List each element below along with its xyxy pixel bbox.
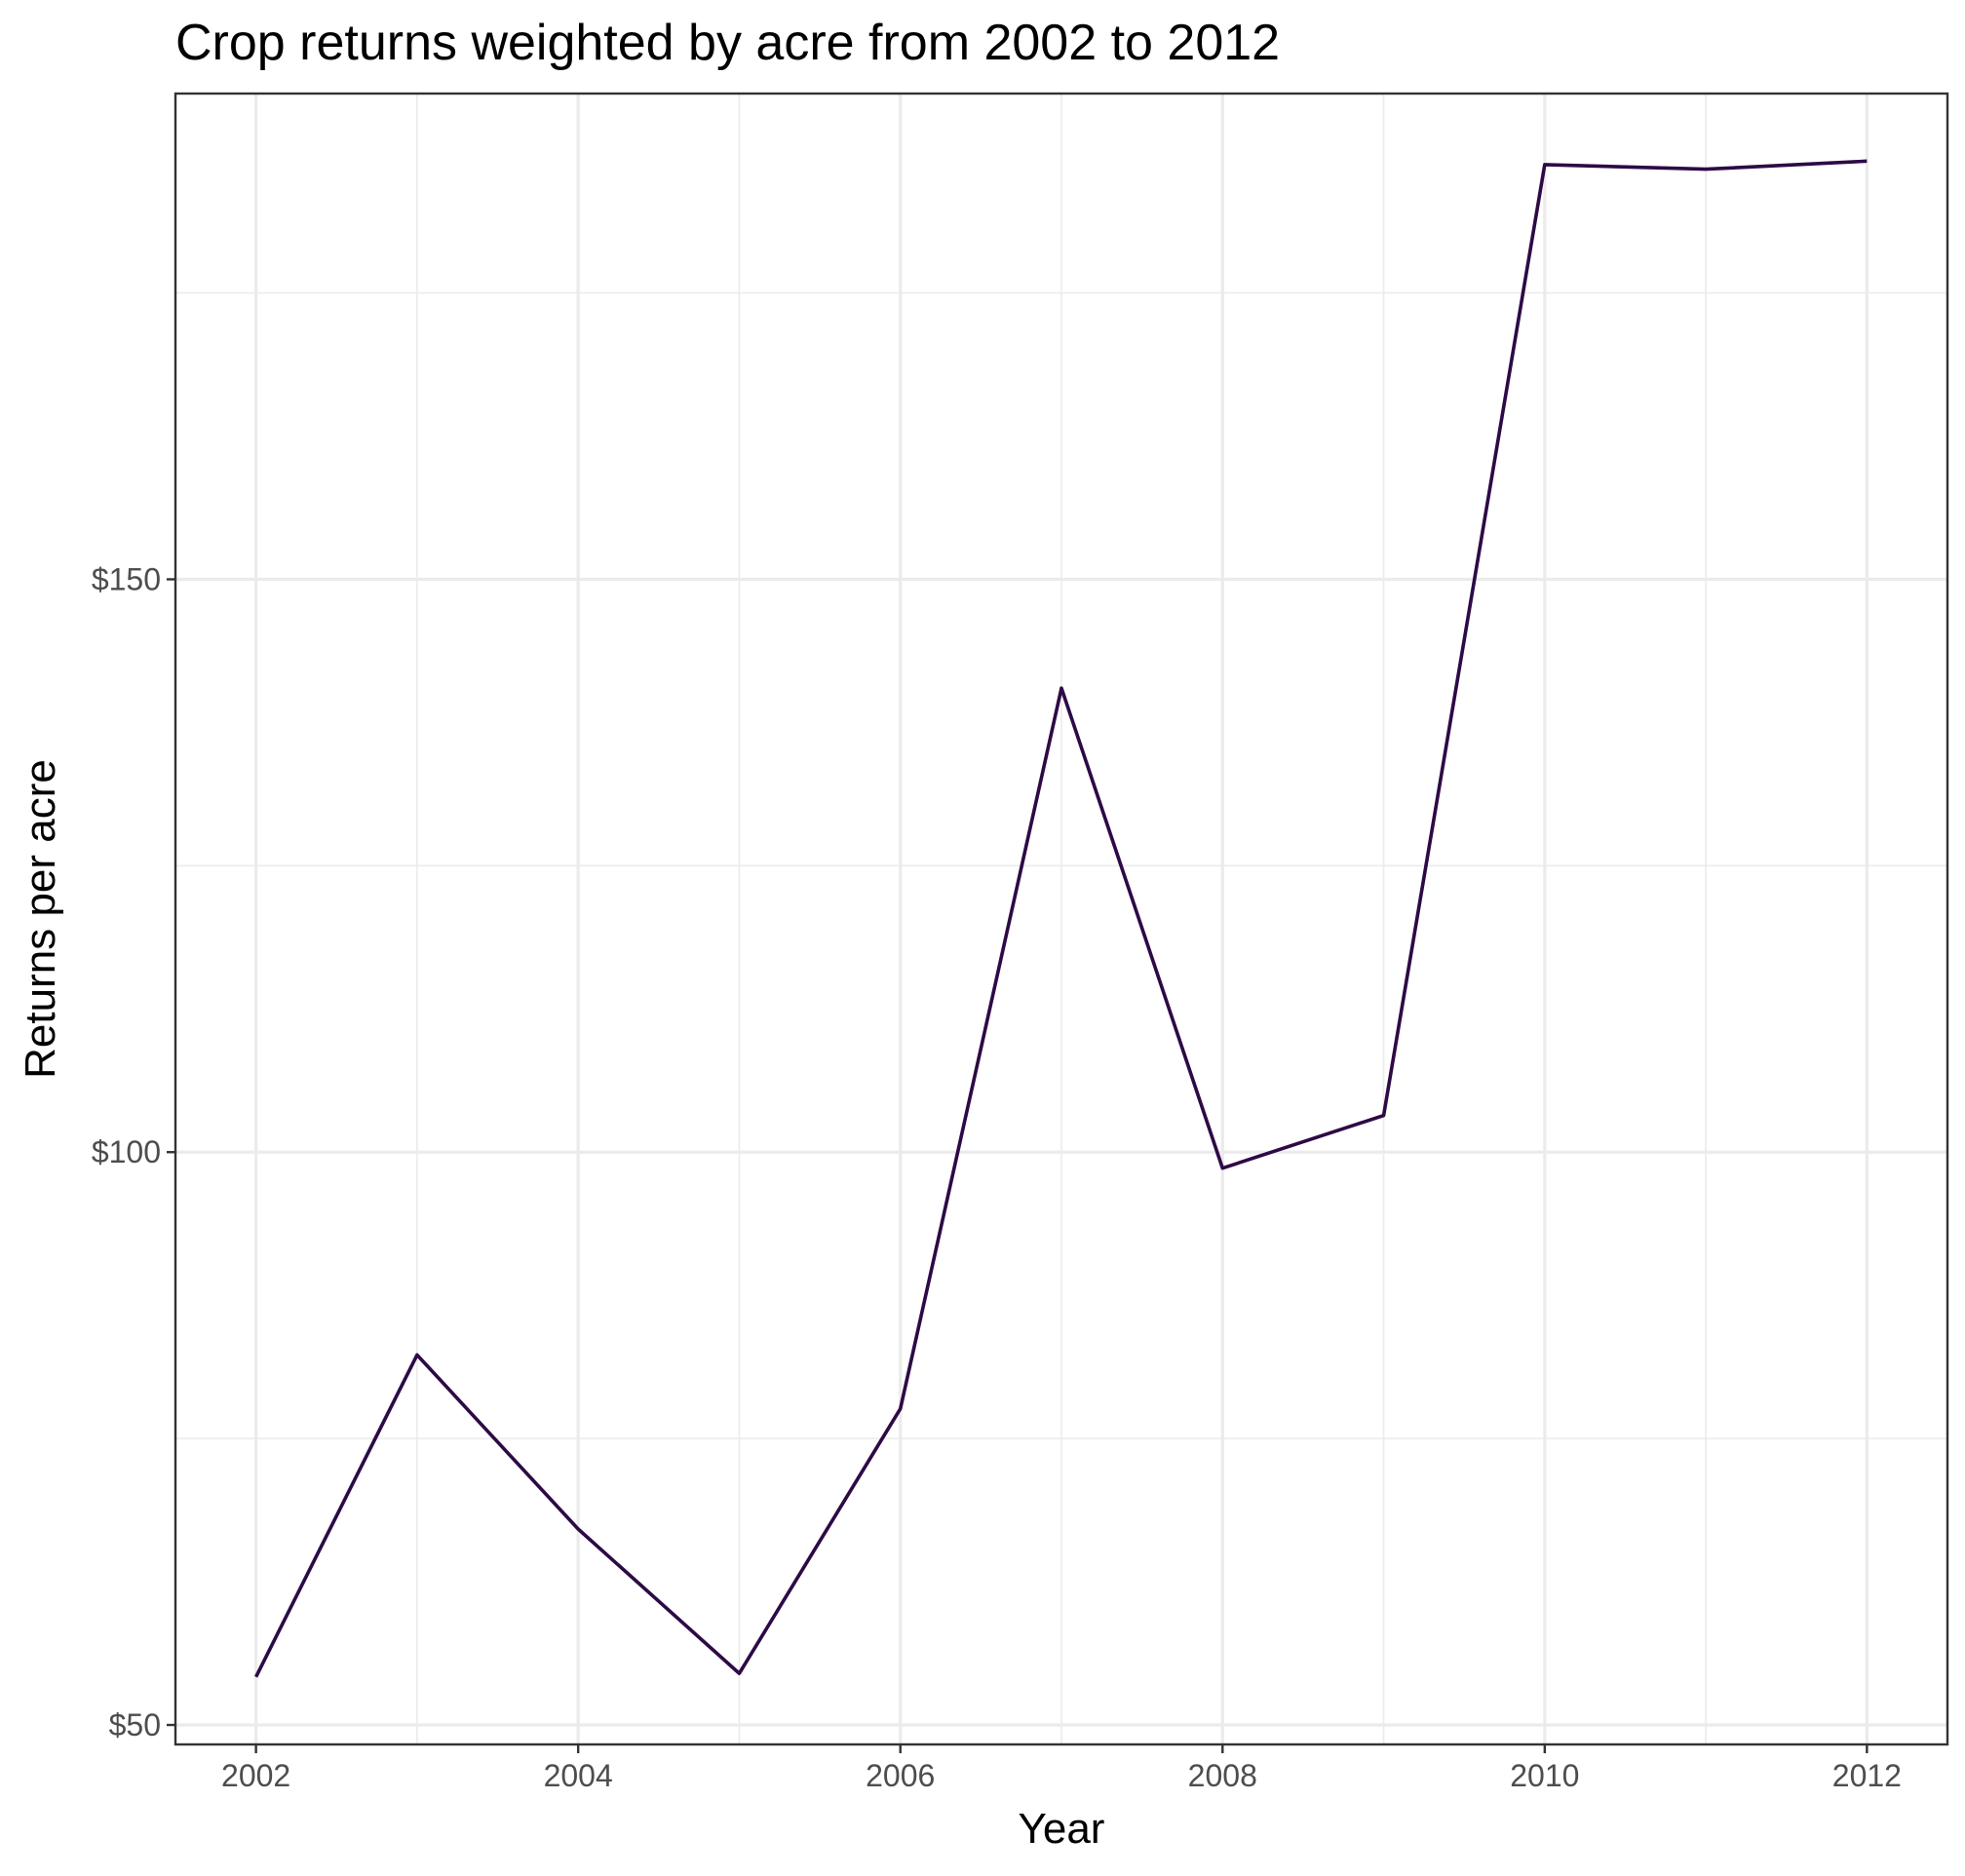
y-axis-ticks: $50 $100 $150: [92, 561, 175, 1742]
x-tick-label: 2002: [221, 1758, 290, 1793]
series-layer: [254, 159, 1868, 1678]
chart-title: Crop returns weighted by acre from 2002 …: [175, 15, 1280, 71]
x-tick-label: 2010: [1510, 1758, 1579, 1793]
y-tick-label: $100: [92, 1134, 161, 1169]
x-tick-label: 2006: [866, 1758, 935, 1793]
y-tick-label: $50: [109, 1707, 161, 1742]
x-tick-label: 2008: [1188, 1758, 1257, 1793]
major-gridlines: [175, 94, 1947, 1744]
y-tick-label: $150: [92, 561, 161, 596]
x-axis-ticks: 2002 2004 2006 2008 2010 2012: [221, 1744, 1902, 1793]
minor-gridlines: [175, 94, 1947, 1744]
x-tick-label: 2012: [1832, 1758, 1902, 1793]
series-line: [254, 159, 1868, 1678]
y-axis-title: Returns per acre: [17, 759, 64, 1079]
x-axis-title: Year: [1019, 1805, 1105, 1853]
x-tick-label: 2004: [544, 1758, 613, 1793]
plot-panel-border: [173, 92, 1949, 1746]
